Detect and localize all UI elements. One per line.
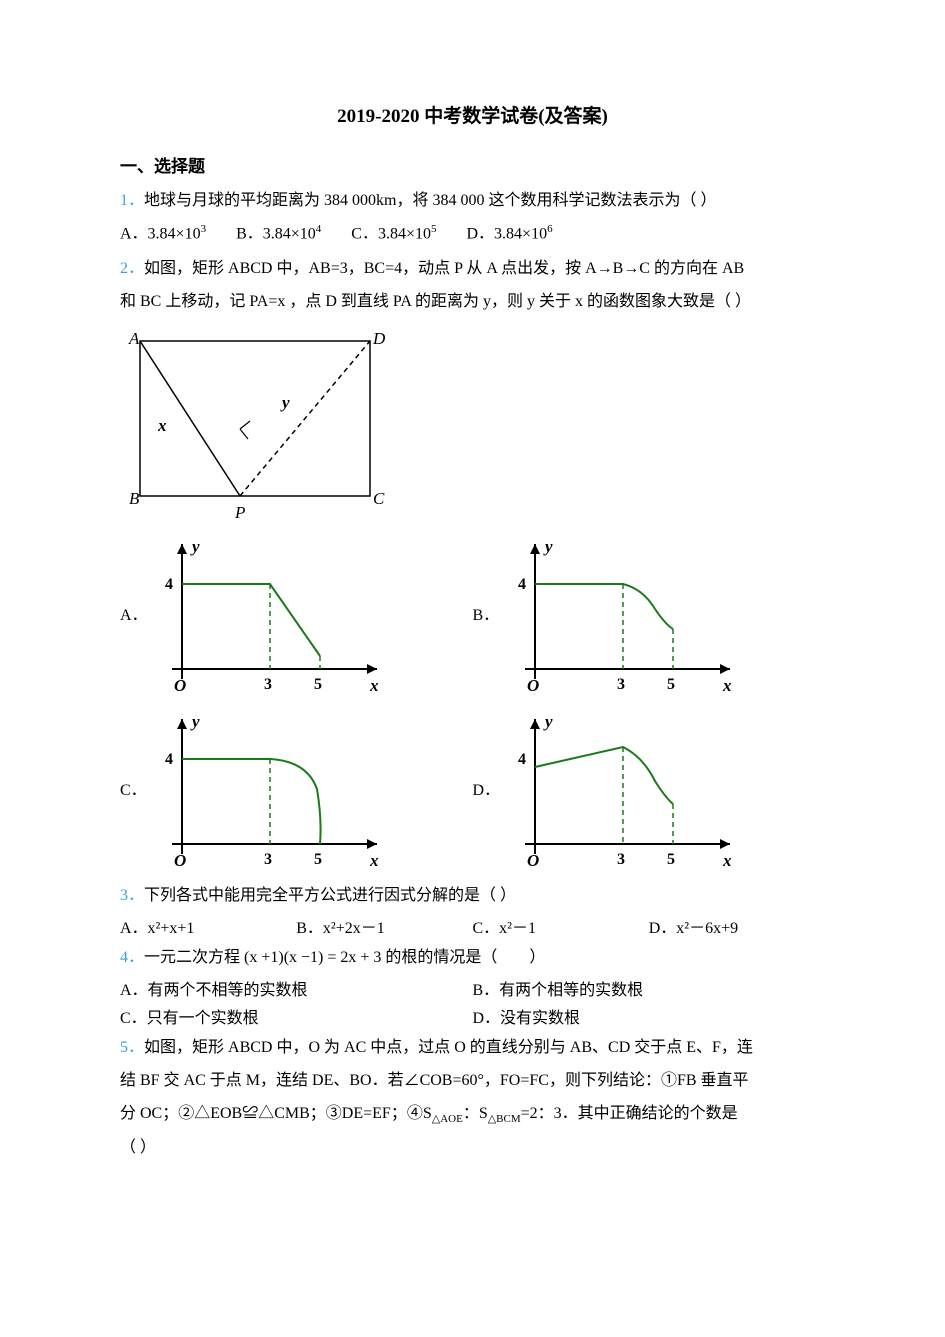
- svg-text:y: y: [543, 712, 553, 731]
- svg-text:O: O: [174, 676, 186, 695]
- q2-label-a: A．: [120, 602, 142, 631]
- svg-text:3: 3: [617, 851, 625, 868]
- q2-rect-diagram: A D B C P x y: [120, 326, 825, 526]
- page-title: 2019-2020 中考数学试卷(及答案): [120, 100, 825, 134]
- q1-opt-c: C．3.84×105: [351, 220, 436, 249]
- q3-number: 3．: [120, 887, 144, 904]
- q5-line3: 分 OC；②△EOB≌△CMB；③DE=EF；④S△AOE：S△BCM=2：3．…: [120, 1100, 825, 1130]
- q2-label-b: B．: [473, 602, 495, 631]
- q5-line4: （ ）: [120, 1134, 825, 1163]
- svg-text:y: y: [190, 537, 200, 556]
- q5-number: 5．: [120, 1039, 144, 1056]
- svg-text:4: 4: [165, 576, 173, 593]
- svg-text:4: 4: [165, 751, 173, 768]
- q3-opt-a: A．x²+x+1: [120, 915, 296, 944]
- question-4: 4．一元二次方程 (x +1)(x −1) = 2x + 3 的根的情况是（ ）: [120, 944, 825, 973]
- q4-opt-c: C．只有一个实数根: [120, 1005, 473, 1034]
- q4-number: 4．: [120, 949, 144, 966]
- q1-text: 地球与月球的平均距离为 384 000km，将 384 000 这个数用科学记数…: [144, 192, 716, 209]
- svg-text:4: 4: [518, 576, 526, 593]
- section-heading-1: 一、选择题: [120, 152, 825, 183]
- svg-text:x: x: [369, 676, 379, 695]
- svg-text:y: y: [190, 712, 200, 731]
- svg-text:x: x: [157, 416, 167, 435]
- svg-text:3: 3: [264, 676, 272, 693]
- svg-text:A: A: [128, 329, 140, 348]
- q1-opt-d: D．3.84×106: [467, 220, 553, 249]
- question-5: 5．如图，矩形 ABCD 中，O 为 AC 中点，过点 O 的直线分别与 AB、…: [120, 1034, 825, 1063]
- q2-graph-d: O x y 4 3 5: [495, 709, 826, 874]
- svg-text:5: 5: [667, 851, 675, 868]
- q4-opt-d: D．没有实数根: [473, 1005, 826, 1034]
- q1-options: A．3.84×103 B．3.84×104 C．3.84×105 D．3.84×…: [120, 220, 825, 249]
- q4-opt-a: A．有两个不相等的实数根: [120, 977, 473, 1006]
- svg-text:O: O: [527, 676, 539, 695]
- q3-text: 下列各式中能用完全平方公式进行因式分解的是（ ）: [144, 887, 516, 904]
- q3-opt-c: C．x²－1: [473, 915, 649, 944]
- q2-number: 2．: [120, 260, 144, 277]
- q3-opt-b: B．x²+2x－1: [296, 915, 472, 944]
- q4-options-row2: C．只有一个实数根 D．没有实数根: [120, 1005, 825, 1034]
- svg-text:y: y: [280, 393, 290, 412]
- q2-choices: A． O x y 4 3 5 B． O x y 4 3: [120, 534, 825, 874]
- svg-text:B: B: [129, 489, 140, 508]
- svg-text:5: 5: [667, 676, 675, 693]
- q4-options-row1: A．有两个不相等的实数根 B．有两个相等的实数根: [120, 977, 825, 1006]
- svg-text:O: O: [527, 851, 539, 870]
- svg-text:3: 3: [264, 851, 272, 868]
- svg-text:4: 4: [518, 751, 526, 768]
- svg-text:C: C: [373, 489, 385, 508]
- q2-graph-c: O x y 4 3 5: [142, 709, 473, 874]
- question-1: 1．地球与月球的平均距离为 384 000km，将 384 000 这个数用科学…: [120, 187, 825, 216]
- q2-label-c: C．: [120, 777, 142, 806]
- svg-text:x: x: [722, 851, 732, 870]
- q2-text2: 和 BC 上移动，记 PA=x ，点 D 到直线 PA 的距离为 y，则 y 关…: [120, 288, 825, 317]
- q1-opt-a: A．3.84×103: [120, 220, 206, 249]
- q2-graph-b: O x y 4 3 5: [495, 534, 826, 699]
- svg-text:x: x: [369, 851, 379, 870]
- q2-text1: 如图，矩形 ABCD 中，AB=3，BC=4，动点 P 从 A 点出发，按 A→…: [144, 260, 744, 277]
- svg-text:P: P: [234, 503, 245, 522]
- svg-text:O: O: [174, 851, 186, 870]
- svg-text:5: 5: [314, 851, 322, 868]
- svg-text:y: y: [543, 537, 553, 556]
- q5-line1: 如图，矩形 ABCD 中，O 为 AC 中点，过点 O 的直线分别与 AB、CD…: [144, 1039, 753, 1056]
- q1-number: 1．: [120, 192, 144, 209]
- q2-graph-a: O x y 4 3 5: [142, 534, 473, 699]
- svg-text:5: 5: [314, 676, 322, 693]
- q2-label-d: D．: [473, 777, 495, 806]
- question-2: 2．如图，矩形 ABCD 中，AB=3，BC=4，动点 P 从 A 点出发，按 …: [120, 255, 825, 284]
- q3-opt-d: D．x²－6x+9: [649, 915, 825, 944]
- q3-options: A．x²+x+1 B．x²+2x－1 C．x²－1 D．x²－6x+9: [120, 915, 825, 944]
- question-3: 3．下列各式中能用完全平方公式进行因式分解的是（ ）: [120, 882, 825, 911]
- q4-opt-b: B．有两个相等的实数根: [473, 977, 826, 1006]
- svg-text:D: D: [372, 329, 386, 348]
- q5-line2: 结 BF 交 AC 于点 M，连结 DE、BO．若∠COB=60°，FO=FC，…: [120, 1067, 825, 1096]
- q4-text: 一元二次方程 (x +1)(x −1) = 2x + 3 的根的情况是（ ）: [144, 949, 545, 966]
- svg-text:x: x: [722, 676, 732, 695]
- q1-opt-b: B．3.84×104: [236, 220, 321, 249]
- svg-text:3: 3: [617, 676, 625, 693]
